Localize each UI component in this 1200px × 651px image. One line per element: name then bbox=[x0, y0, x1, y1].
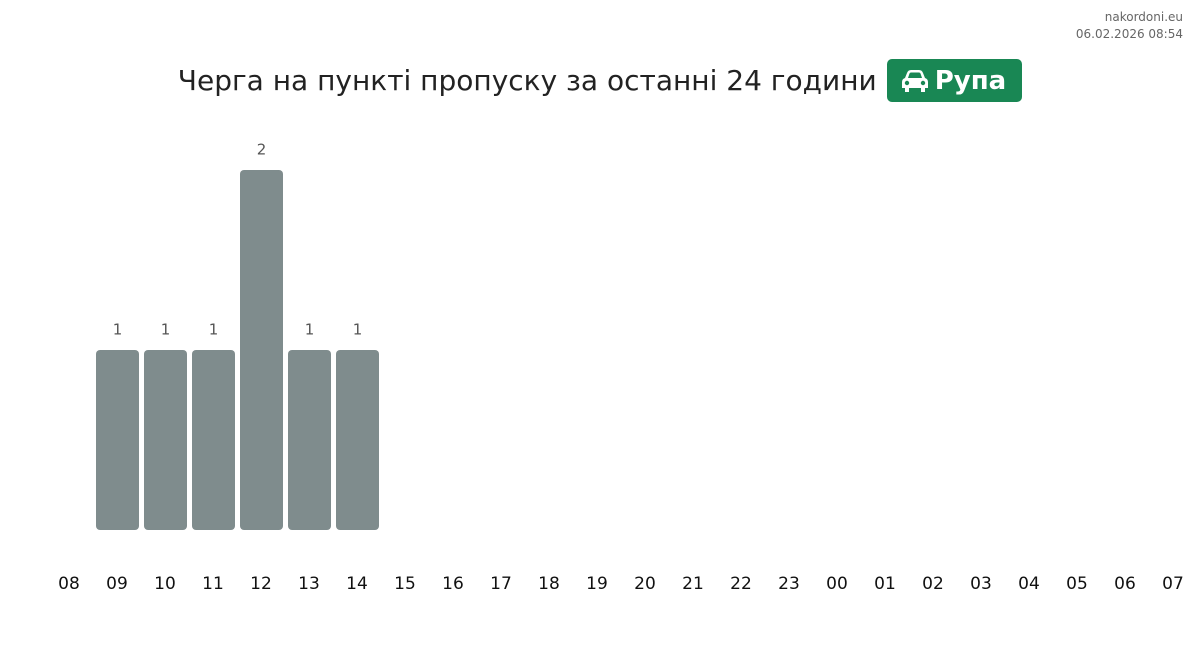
x-tick-label: 17 bbox=[490, 574, 512, 594]
x-tick-label: 14 bbox=[346, 574, 368, 594]
x-tick-label: 15 bbox=[394, 574, 416, 594]
x-tick-label: 16 bbox=[442, 574, 464, 594]
chart-title: Черга на пункті пропуску за останні 24 г… bbox=[177, 64, 877, 97]
x-tick-label: 20 bbox=[634, 574, 656, 594]
car-icon bbox=[901, 69, 928, 92]
bar bbox=[192, 350, 235, 530]
bar bbox=[288, 350, 331, 530]
x-tick-label: 21 bbox=[682, 574, 704, 594]
x-tick-label: 07 bbox=[1162, 574, 1184, 594]
x-tick-label: 09 bbox=[106, 574, 128, 594]
badge-text: Рупа bbox=[934, 65, 1007, 96]
x-tick-label: 06 bbox=[1114, 574, 1136, 594]
x-tick-label: 05 bbox=[1066, 574, 1088, 594]
bar bbox=[144, 350, 187, 530]
x-tick-label: 18 bbox=[538, 574, 560, 594]
bar bbox=[240, 170, 283, 530]
x-tick-label: 08 bbox=[58, 574, 80, 594]
bar bbox=[336, 350, 379, 530]
x-tick-label: 04 bbox=[1018, 574, 1040, 594]
x-tick-label: 19 bbox=[586, 574, 608, 594]
site: nakordoni.eu bbox=[1104, 10, 1183, 24]
data-label: 1 bbox=[209, 321, 219, 339]
x-tick-label: 22 bbox=[730, 574, 752, 594]
meta: nakordoni.eu 06.02.2026 08:54 bbox=[1076, 9, 1183, 43]
header: Черга на пункті пропуску за останні 24 г… bbox=[0, 59, 1200, 102]
x-tick-label: 02 bbox=[922, 574, 944, 594]
bar bbox=[96, 350, 139, 530]
x-tick-label: 11 bbox=[202, 574, 224, 594]
badge: Рупа bbox=[886, 59, 1023, 102]
x-tick-label: 03 bbox=[970, 574, 992, 594]
x-tick-label: 01 bbox=[874, 574, 896, 594]
data-label: 1 bbox=[113, 321, 123, 339]
x-tick-label: 13 bbox=[298, 574, 320, 594]
x-tick-label: 00 bbox=[826, 574, 848, 594]
x-tick-label: 23 bbox=[778, 574, 800, 594]
x-tick-label: 10 bbox=[154, 574, 176, 594]
timestamp: 06.02.2026 08:54 bbox=[1075, 27, 1183, 41]
data-label: 1 bbox=[353, 321, 363, 339]
data-label: 1 bbox=[161, 321, 171, 339]
x-tick-label: 12 bbox=[250, 574, 272, 594]
data-label: 1 bbox=[305, 321, 315, 339]
data-label: 2 bbox=[257, 141, 267, 159]
